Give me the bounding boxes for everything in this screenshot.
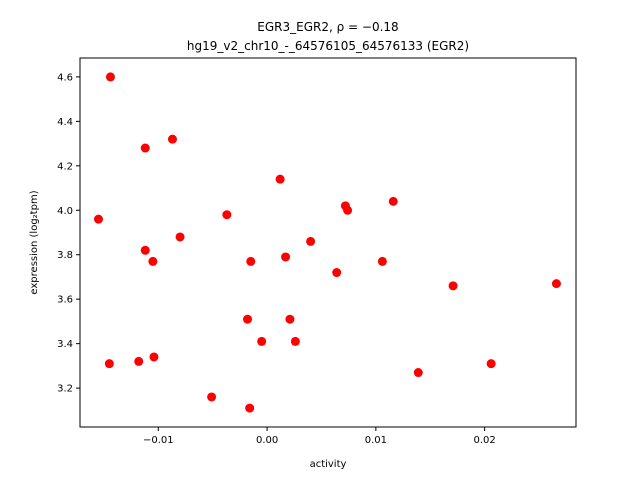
data-point-1 bbox=[140, 143, 150, 153]
data-points bbox=[93, 72, 561, 413]
data-point-10 bbox=[257, 336, 267, 346]
data-point-21 bbox=[332, 268, 342, 278]
data-point-23 bbox=[343, 205, 353, 215]
data-point-16 bbox=[275, 174, 285, 184]
data-point-29 bbox=[551, 279, 561, 289]
data-point-20 bbox=[306, 236, 316, 246]
data-point-19 bbox=[290, 336, 300, 346]
data-point-12 bbox=[134, 356, 144, 366]
x-tick-label: 0.02 bbox=[473, 435, 495, 446]
data-point-26 bbox=[413, 368, 423, 378]
y-tick-label: 3.4 bbox=[57, 339, 73, 350]
data-point-9 bbox=[243, 314, 253, 324]
data-point-14 bbox=[207, 392, 217, 402]
chart-title-line2: hg19_v2_chr10_-_64576105_64576133 (EGR2) bbox=[187, 39, 469, 53]
data-point-4 bbox=[140, 245, 150, 255]
data-point-28 bbox=[486, 359, 496, 369]
data-point-6 bbox=[175, 232, 185, 242]
data-point-17 bbox=[281, 252, 291, 262]
y-tick-label: 4.2 bbox=[57, 161, 73, 172]
y-tick-label: 3.8 bbox=[57, 250, 73, 261]
data-point-18 bbox=[285, 314, 295, 324]
x-tick-label: 0.00 bbox=[256, 435, 278, 446]
y-axis-ticks: 3.2 3.4 3.6 3.8 4.0 4.2 4.4 4.6 bbox=[57, 72, 80, 395]
data-point-24 bbox=[377, 256, 387, 266]
y-tick-label: 4.4 bbox=[57, 117, 73, 128]
data-point-25 bbox=[388, 196, 398, 206]
chart-title-line1: EGR3_EGR2, ρ = −0.18 bbox=[257, 20, 398, 34]
y-tick-label: 3.2 bbox=[57, 384, 73, 395]
y-tick-label: 3.6 bbox=[57, 295, 73, 306]
data-point-0 bbox=[105, 72, 115, 82]
x-axis-label: activity bbox=[310, 459, 347, 470]
x-tick-label: −0.01 bbox=[143, 435, 174, 446]
data-point-11 bbox=[104, 359, 114, 369]
data-point-8 bbox=[246, 256, 256, 266]
data-point-13 bbox=[149, 352, 159, 362]
y-tick-label: 4.6 bbox=[57, 72, 73, 83]
data-point-5 bbox=[148, 256, 158, 266]
y-tick-label: 4.0 bbox=[57, 206, 73, 217]
data-point-27 bbox=[448, 281, 458, 291]
data-point-2 bbox=[167, 134, 177, 144]
data-point-3 bbox=[93, 214, 103, 224]
data-point-15 bbox=[245, 403, 255, 413]
y-axis-label: expression (log₂tpm) bbox=[29, 190, 40, 294]
data-point-7 bbox=[222, 210, 232, 220]
x-axis-ticks: −0.01 0.00 0.01 0.02 bbox=[143, 427, 496, 446]
x-tick-label: 0.01 bbox=[365, 435, 387, 446]
plot-area-frame bbox=[79, 57, 577, 428]
